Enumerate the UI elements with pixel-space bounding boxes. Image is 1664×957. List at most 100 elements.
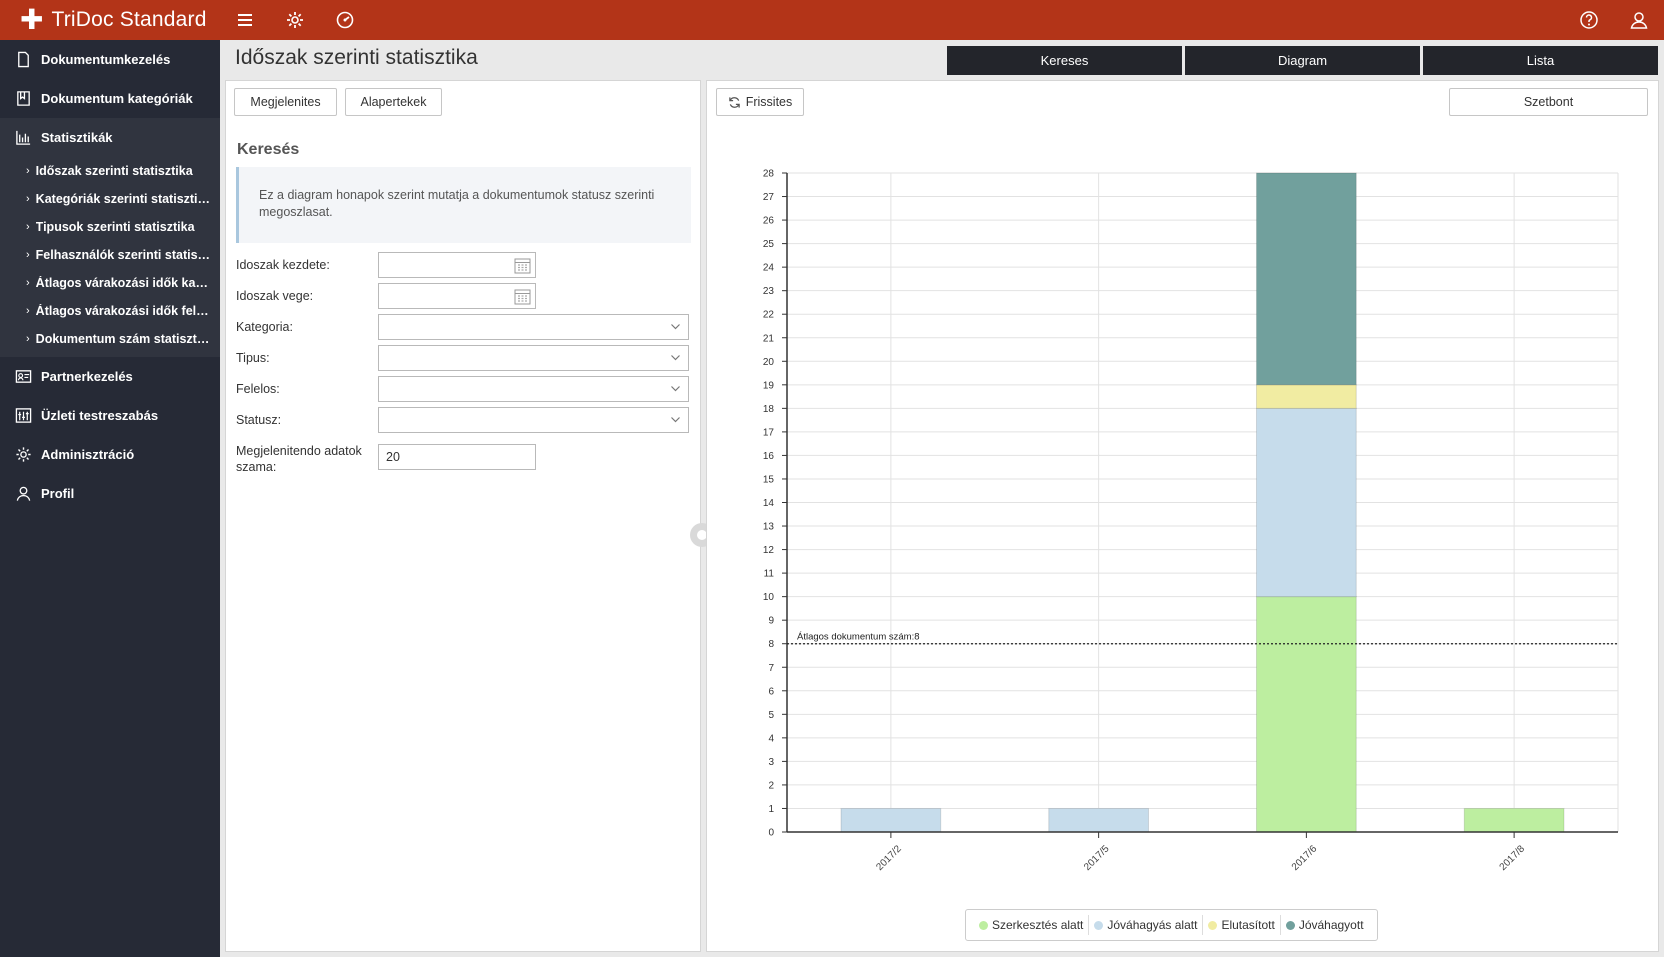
display-count-input[interactable]: 20 xyxy=(378,444,536,470)
y-tick-label: 11 xyxy=(764,569,775,580)
submenu-item-user-statistics[interactable]: › Felhasználók szerinti statisztika xyxy=(26,248,211,262)
chevron-right-icon: › xyxy=(26,165,30,177)
calendar-icon[interactable] xyxy=(514,288,531,305)
chevron-down-icon xyxy=(671,324,680,330)
y-tick-label: 24 xyxy=(763,263,775,274)
y-tick-label: 20 xyxy=(763,357,775,368)
refresh-label: Frissites xyxy=(745,95,793,109)
y-tick-label: 23 xyxy=(763,286,775,297)
x-tick-label: 2017/2 xyxy=(874,843,904,873)
menu-button[interactable] xyxy=(220,0,270,40)
app-title: TriDoc Standard xyxy=(51,8,207,31)
legend-color-dot xyxy=(979,920,988,930)
refresh-button[interactable]: Frissites xyxy=(716,88,804,116)
type-label: Tipus: xyxy=(236,351,270,365)
x-tick-label: 2017/6 xyxy=(1290,843,1320,873)
legend-item[interactable]: Elutasított xyxy=(1208,918,1275,932)
sidebar-item-business-customization[interactable]: Üzleti testreszabás xyxy=(0,396,220,435)
info-box: Ez a diagram honapok szerint mutatja a d… xyxy=(236,167,691,243)
submenu-item-period-statistics[interactable]: › Időszak szerinti statisztika xyxy=(26,164,193,178)
bar-segment xyxy=(1256,596,1357,833)
sidebar: Dokumentumkezelés Dokumentum kategóriák … xyxy=(0,40,220,957)
category-label: Kategoria: xyxy=(236,320,293,334)
bar-segment xyxy=(1256,384,1357,409)
legend-item[interactable]: Szerkesztés alatt xyxy=(979,918,1083,932)
sidebar-item-profile[interactable]: Profil xyxy=(0,474,220,513)
category-select[interactable] xyxy=(378,314,689,340)
help-button[interactable] xyxy=(1564,0,1614,40)
y-tick-label: 2 xyxy=(768,780,774,791)
end-date-label: Idoszak vege: xyxy=(236,289,314,303)
sidebar-item-administration[interactable]: Adminisztráció xyxy=(0,435,220,474)
owner-select[interactable] xyxy=(378,376,689,402)
user-menu-button[interactable] xyxy=(1614,0,1664,40)
tab-list[interactable]: Lista xyxy=(1423,46,1658,75)
top-bar: ✚ TriDoc Standard xyxy=(0,0,1664,40)
legend-separator xyxy=(1279,915,1281,935)
type-select[interactable] xyxy=(378,345,689,371)
chevron-down-icon xyxy=(671,355,680,361)
chevron-right-icon: › xyxy=(26,277,30,289)
sidebar-item-documents[interactable]: Dokumentumkezelés xyxy=(0,40,220,79)
start-date-input[interactable] xyxy=(378,252,536,278)
legend-item[interactable]: Jóváhagyás alatt xyxy=(1094,918,1197,932)
user-icon xyxy=(14,485,32,503)
submenu-item-avg-wait-by-user[interactable]: ›Átlagos várakozási idők felhasználók sz… xyxy=(26,304,211,318)
status-select[interactable] xyxy=(378,407,689,433)
sidebar-item-label: Dokumentumkezelés xyxy=(41,52,171,67)
sidebar-item-document-categories[interactable]: Dokumentum kategóriák xyxy=(0,79,220,118)
bar-segment xyxy=(1463,807,1565,833)
dashboard-icon xyxy=(336,11,354,29)
legend-color-dot xyxy=(1208,920,1218,930)
tab-diagram[interactable]: Diagram xyxy=(1185,46,1420,75)
y-tick-label: 5 xyxy=(768,710,774,721)
view-tabs: Kereses Diagram Lista xyxy=(947,46,1658,75)
y-tick-label: 0 xyxy=(768,828,774,839)
y-tick-label: 15 xyxy=(763,474,775,485)
y-tick-label: 6 xyxy=(768,686,774,697)
y-tick-label: 8 xyxy=(768,639,774,650)
y-tick-label: 1 xyxy=(768,804,774,815)
submenu-item-category-statistics[interactable]: › Kategóriák szerinti statisztika xyxy=(26,192,211,206)
stacked-bar-chart: 0123456789101112131415161718192021222324… xyxy=(763,169,1619,873)
tab-search[interactable]: Kereses xyxy=(947,46,1182,75)
calendar-icon[interactable] xyxy=(514,257,531,274)
bar-segment xyxy=(1256,407,1357,598)
submenu-item-document-count-statistics[interactable]: › Dokumentum szám statisztika xyxy=(26,332,211,346)
sidebar-item-statistics[interactable]: Statisztikák xyxy=(0,118,220,157)
y-tick-label: 28 xyxy=(763,169,775,180)
settings-button[interactable] xyxy=(270,0,320,40)
y-tick-label: 14 xyxy=(763,498,775,509)
book-icon xyxy=(14,90,32,108)
start-date-label: Idoszak kezdete: xyxy=(236,258,330,272)
average-reference-label: Átlagos dokumentum szám:8 xyxy=(797,632,920,643)
y-tick-label: 25 xyxy=(763,239,775,250)
breakdown-button[interactable]: Szetbont xyxy=(1449,88,1648,116)
defaults-button[interactable]: Alapertekek xyxy=(345,88,442,116)
submenu-item-avg-wait-by-category[interactable]: ›Átlagos várakozási idők kategóriák szer… xyxy=(26,276,211,290)
page-title: Időszak szerinti statisztika xyxy=(235,46,478,69)
contact-card-icon xyxy=(14,368,32,386)
sidebar-item-label: Üzleti testreszabás xyxy=(41,408,159,423)
chevron-right-icon: › xyxy=(26,305,30,317)
x-tick-label: 2017/8 xyxy=(1498,843,1528,873)
y-tick-label: 17 xyxy=(763,427,775,438)
end-date-input[interactable] xyxy=(378,283,536,309)
legend-label: Elutasított xyxy=(1221,918,1275,932)
submenu-item-type-statistics[interactable]: › Tipusok szerinti statisztika xyxy=(26,220,195,234)
legend-label: Szerkesztés alatt xyxy=(992,918,1084,932)
y-tick-label: 12 xyxy=(763,545,775,556)
legend-item[interactable]: Jóváhagyott xyxy=(1285,918,1364,932)
sidebar-item-partners[interactable]: Partnerkezelés xyxy=(0,357,220,396)
dashboard-button[interactable] xyxy=(320,0,370,40)
legend-separator xyxy=(1088,915,1090,935)
legend-separator xyxy=(1202,915,1204,935)
legend-label: Jóváhagyás alatt xyxy=(1107,918,1198,932)
y-tick-label: 10 xyxy=(763,592,775,603)
app-brand[interactable]: ✚ TriDoc Standard xyxy=(0,0,220,40)
show-button[interactable]: Megjelenites xyxy=(234,88,337,116)
y-tick-label: 22 xyxy=(763,310,775,321)
menu-icon xyxy=(238,14,252,26)
display-count-label: Megjelenitendo adatok szama: xyxy=(236,444,362,474)
x-tick-label: 2017/5 xyxy=(1082,843,1112,873)
